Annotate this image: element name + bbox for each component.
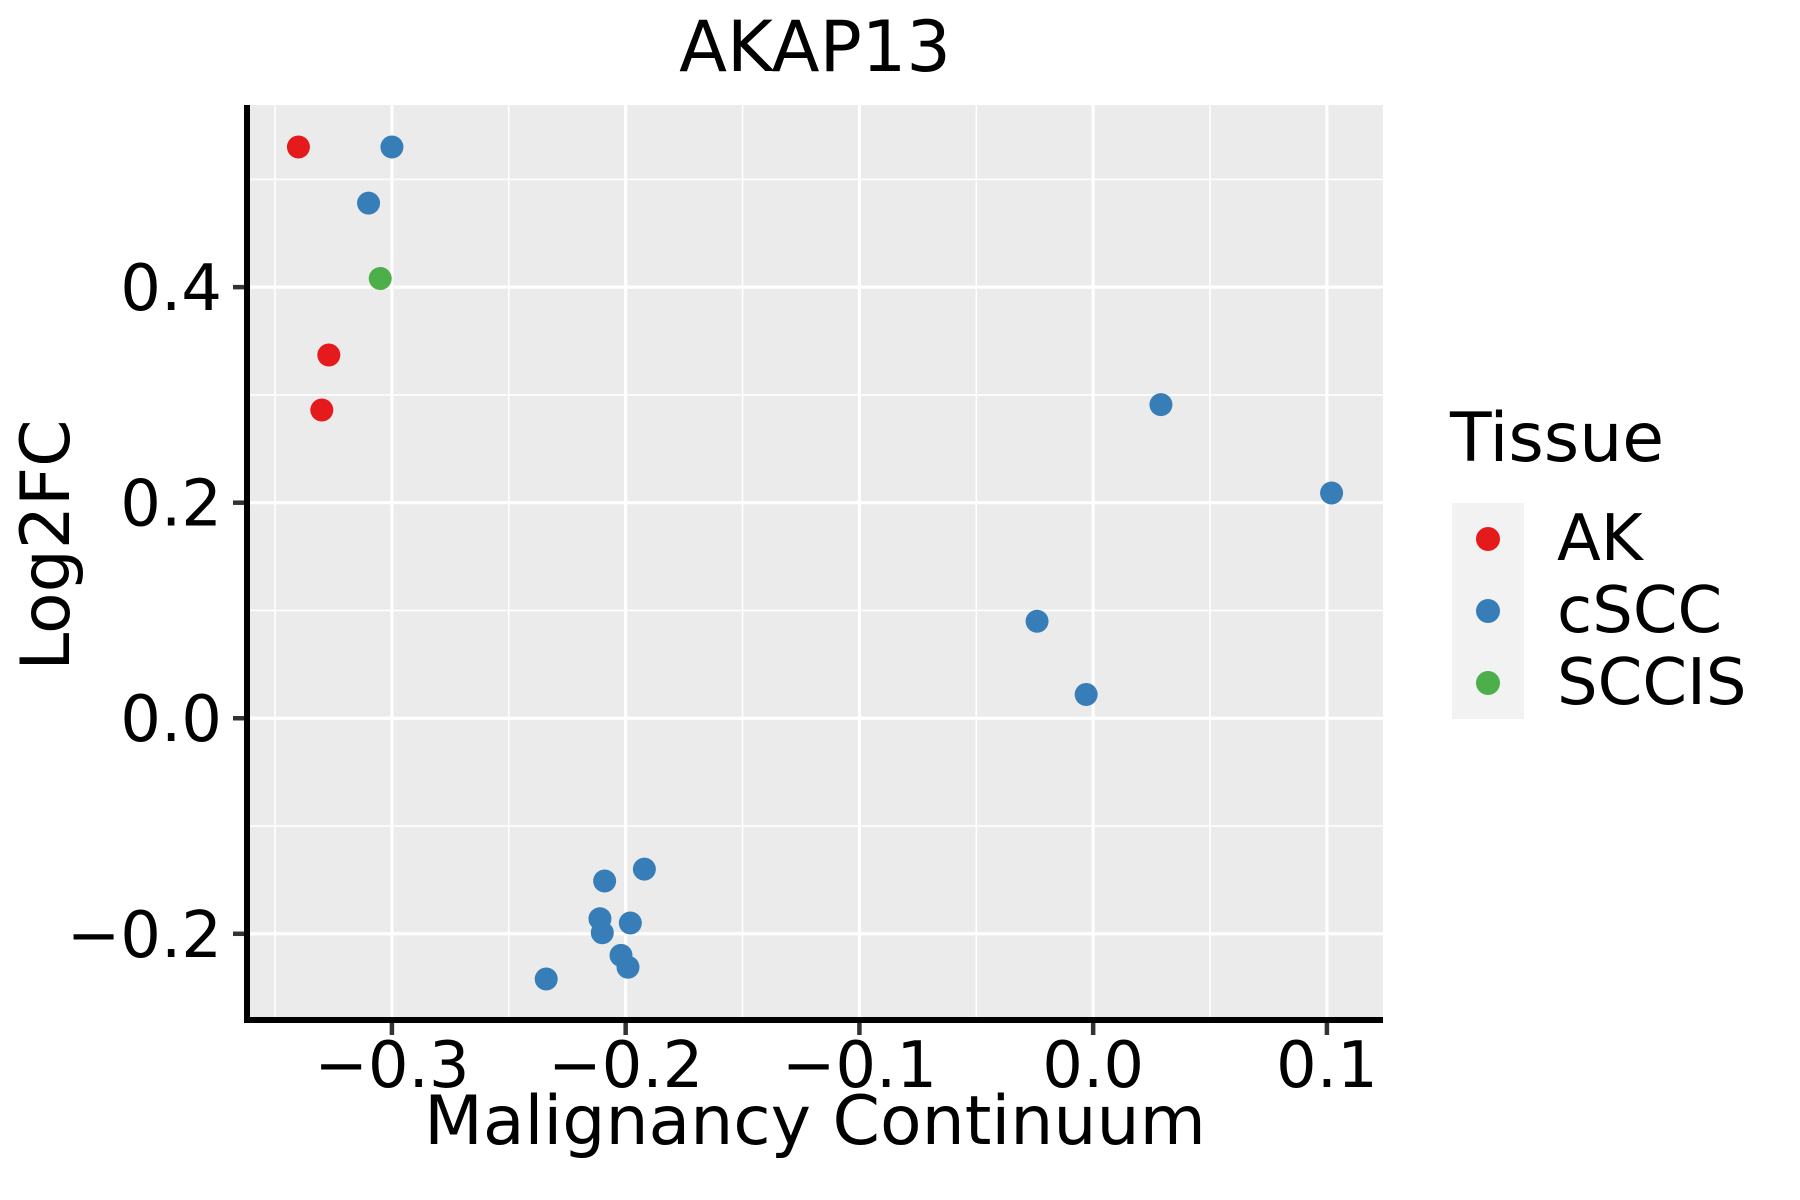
legend-label: AK (1557, 501, 1643, 576)
legend-items: AK cSCC SCCIS (1452, 501, 1747, 720)
data-point (593, 869, 617, 893)
data-point (1025, 609, 1049, 633)
legend-key (1452, 574, 1524, 647)
data-point (357, 191, 381, 215)
legend-key (1452, 502, 1524, 575)
data-point (380, 135, 404, 159)
y-tick-label: −0.2 (67, 899, 222, 973)
x-tick-label: −0.3 (314, 1029, 469, 1103)
data-point (286, 135, 310, 159)
legend-item-AK: AK (1452, 501, 1747, 576)
legend-dot-icon (1476, 526, 1500, 551)
data-point (618, 911, 642, 935)
legend-dot-icon (1476, 670, 1500, 695)
data-point (1149, 393, 1173, 417)
legend-item-cSCC: cSCC (1452, 573, 1747, 648)
legend-label: SCCIS (1557, 645, 1747, 720)
x-tick-label: 0.1 (1276, 1029, 1378, 1103)
data-point (368, 267, 392, 291)
x-tick-label: −0.1 (782, 1029, 937, 1103)
data-point (632, 857, 656, 881)
data-point (1320, 481, 1344, 505)
y-tick-label: 0.2 (120, 468, 222, 542)
data-point (590, 921, 614, 945)
plot-panel (247, 105, 1383, 1020)
data-point (616, 955, 640, 979)
y-axis-title: Log2FC (7, 419, 86, 671)
data-point (310, 398, 334, 422)
x-axis-title: Malignancy Continuum (424, 1082, 1206, 1161)
legend-key (1452, 646, 1524, 719)
y-tick-label: 0.0 (120, 683, 222, 757)
legend: Tissue AK cSCC SCCIS (1450, 398, 1747, 719)
x-tick-label: 0.0 (1042, 1029, 1144, 1103)
data-point (317, 343, 341, 367)
legend-label: cSCC (1557, 573, 1723, 648)
y-tick-label: 0.4 (120, 252, 222, 326)
data-point (1074, 683, 1098, 707)
legend-title: Tissue (1450, 399, 1665, 478)
legend-item-SCCIS: SCCIS (1452, 645, 1747, 720)
x-tick-label: −0.2 (548, 1029, 703, 1103)
data-point (534, 967, 558, 991)
chart-title: AKAP13 (679, 6, 951, 88)
legend-dot-icon (1476, 598, 1500, 623)
